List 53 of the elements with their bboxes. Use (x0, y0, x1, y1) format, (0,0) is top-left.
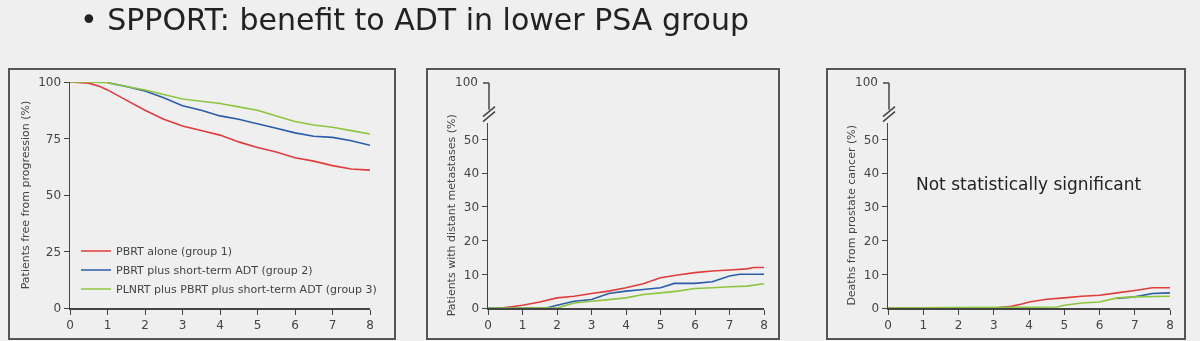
y-tick-label: 40 (863, 166, 880, 181)
x-tick-label: 1 (518, 317, 527, 332)
y-tick-label: 100 (38, 75, 62, 90)
x-tick-label: 5 (1060, 317, 1069, 332)
x-tick-label: 4 (216, 317, 224, 332)
y-tick-label: 0 (471, 301, 480, 316)
x-tick-label: 0 (884, 317, 892, 332)
x-tick-label: 6 (291, 317, 299, 332)
x-tick-label: 8 (366, 317, 374, 332)
x-tick-label: 3 (178, 317, 187, 332)
y-tick-label: 40 (463, 166, 480, 181)
x-tick-label: 5 (656, 317, 665, 332)
x-tick-label: 2 (954, 317, 963, 332)
line-series (70, 82, 370, 135)
x-tick-label: 2 (553, 317, 561, 332)
x-tick-label: 4 (622, 317, 630, 332)
x-tick-label: 1 (919, 317, 928, 332)
x-tick-label: 1 (103, 317, 112, 332)
y-tick-label: 0 (53, 301, 62, 316)
x-tick-label: 3 (587, 317, 596, 332)
x-tick-label: 7 (725, 317, 734, 332)
annotation: Not statistically significant (916, 174, 1142, 194)
y-tick-label: 10 (863, 267, 880, 282)
x-tick-label: 3 (989, 317, 998, 332)
y-tick-label: 50 (863, 132, 880, 147)
x-tick-label: 8 (1166, 317, 1174, 332)
chart-title: • SPPORT: benefit to ADT in lower PSA group (80, 2, 750, 37)
x-tick-label: 0 (484, 317, 492, 332)
x-tick-label: 7 (328, 317, 337, 332)
legend-label: PBRT plus short-term ADT (group 2) (116, 264, 313, 278)
y-tick-label: 20 (463, 233, 480, 248)
y-axis-title: Deaths from prostate cancer (%) (844, 125, 858, 306)
x-tick-label: 6 (1095, 317, 1104, 332)
x-tick-label: 6 (691, 317, 699, 332)
y-tick-label: 75 (45, 131, 62, 146)
y-tick-label: 20 (863, 233, 880, 248)
legend-label: PBRT alone (group 1) (116, 245, 233, 259)
y-tick-label: 0 (871, 301, 880, 316)
x-tick-label: 0 (66, 317, 74, 332)
legend-label: PLNRT plus PBRT plus short-term ADT (group 3) (116, 283, 377, 297)
x-tick-label: 2 (141, 317, 149, 332)
x-tick-label: 7 (1130, 317, 1139, 332)
y-axis-title: Patients free from progression (%) (19, 100, 33, 290)
y-tick-label: 10 (463, 267, 480, 282)
x-tick-label: 8 (760, 317, 768, 332)
x-tick-label: 4 (1025, 317, 1033, 332)
y-tick-label: 50 (463, 132, 480, 147)
x-tick-label: 5 (253, 317, 262, 332)
y-tick-label: 30 (463, 200, 480, 215)
y-tick-label: 25 (45, 244, 62, 259)
y-tick-label: 30 (863, 200, 880, 215)
y-tick-label: 50 (45, 188, 62, 203)
y-axis-title: Patients with distant metastases (%) (444, 114, 458, 317)
